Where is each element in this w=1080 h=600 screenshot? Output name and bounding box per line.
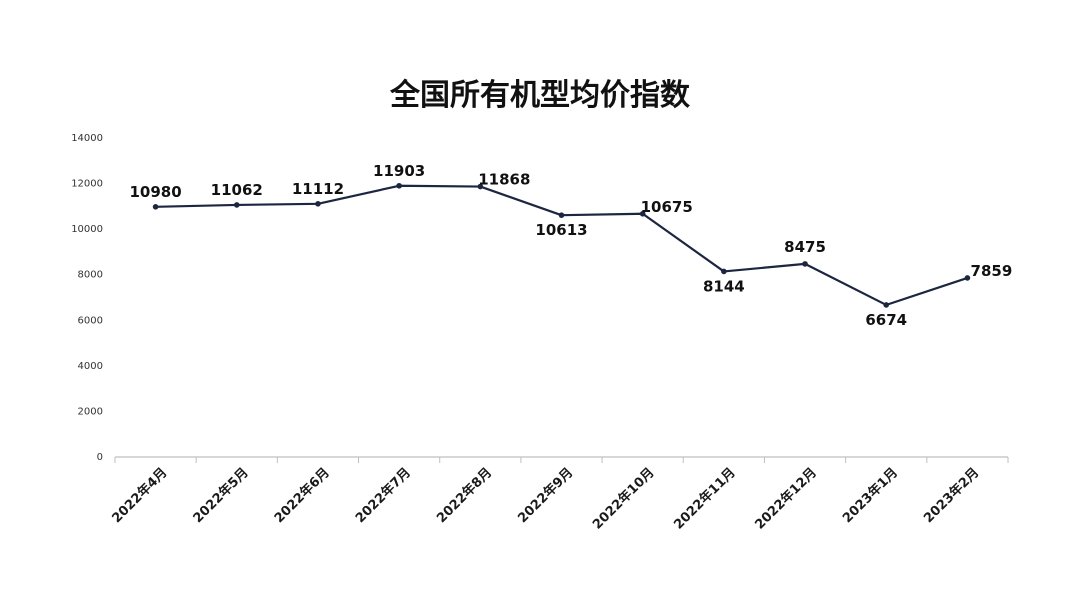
x-tick-label: 2022年10月 xyxy=(589,465,657,533)
x-tick-label: 2023年1月 xyxy=(839,465,901,527)
data-label: 10675 xyxy=(641,198,693,216)
chart-title: 全国所有机型均价指数 xyxy=(390,78,690,113)
data-label: 10613 xyxy=(535,221,587,239)
data-label: 11062 xyxy=(211,181,263,199)
data-label: 7859 xyxy=(971,262,1013,280)
data-point xyxy=(152,204,159,210)
x-tick-label: 2022年6月 xyxy=(271,465,333,527)
y-tick-label: 10000 xyxy=(71,224,103,235)
y-tick-label: 4000 xyxy=(78,361,103,372)
data-point xyxy=(477,183,484,190)
data-point xyxy=(315,201,321,207)
data-label: 11903 xyxy=(373,162,425,180)
x-tick-label: 2022年4月 xyxy=(109,465,171,527)
data-point xyxy=(558,212,565,218)
x-tick-label: 2023年2月 xyxy=(921,465,983,527)
data-point xyxy=(396,182,402,189)
data-label: 11112 xyxy=(292,180,344,198)
data-label: 11868 xyxy=(478,171,530,189)
y-tick-label: 6000 xyxy=(78,315,103,326)
data-point xyxy=(233,202,240,208)
y-tick-label: 0 xyxy=(97,452,103,463)
y-tick-label: 2000 xyxy=(78,406,103,417)
x-tick-label: 2022年12月 xyxy=(752,465,820,533)
y-tick-label: 14000 xyxy=(71,133,103,144)
data-point xyxy=(883,302,890,308)
data-point xyxy=(964,275,971,281)
data-label: 6674 xyxy=(865,311,907,329)
data-label: 8475 xyxy=(784,238,826,256)
x-tick-label: 2022年7月 xyxy=(352,465,414,527)
x-tick-label: 2022年11月 xyxy=(671,465,739,533)
x-tick-label: 2022年8月 xyxy=(433,465,495,527)
data-label: 10980 xyxy=(129,183,181,201)
data-point xyxy=(639,210,646,217)
series-line xyxy=(155,184,968,307)
data-point xyxy=(721,268,727,275)
x-tick-label: 2022年5月 xyxy=(190,465,252,527)
data-point xyxy=(802,261,808,267)
y-tick-label: 8000 xyxy=(78,270,103,281)
y-tick-label: 12000 xyxy=(71,179,103,190)
x-tick-label: 2022年9月 xyxy=(515,465,577,527)
data-label: 8144 xyxy=(703,277,745,295)
